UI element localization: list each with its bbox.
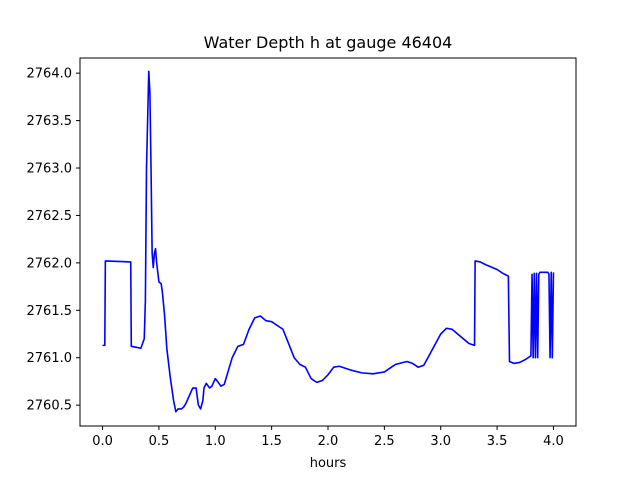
y-tick-label: 2762.5 [27,209,73,224]
x-tick-label: 2.5 [374,434,395,449]
x-tick-label: 4.0 [543,434,564,449]
series-line-0 [102,70,555,413]
axes-frame [79,57,577,427]
y-tick-label: 2763.0 [27,162,73,177]
y-tick-label: 2761.5 [27,304,73,319]
x-tick-label: 3.0 [430,434,451,449]
plot-area [102,70,555,413]
y-tick-label: 2763.5 [27,114,73,129]
x-tick-label: 3.5 [487,434,508,449]
x-tick-label: 1.5 [261,434,282,449]
y-tick-label: 2764.0 [27,67,73,82]
y-tick-label: 2762.0 [27,256,73,271]
y-tick-label: 2761.0 [27,351,73,366]
x-tick-label: 1.0 [205,434,226,449]
x-tick-label: 2.0 [318,434,339,449]
x-tick-label: 0.0 [92,434,113,449]
y-tick-label: 2760.5 [27,399,73,414]
x-axis-ticks: 0.0 0.5 1.0 1.5 2.0 2.5 3.0 3.5 4.0 [92,426,564,449]
chart-title: Water Depth h at gauge 46404 [204,33,453,52]
y-axis-ticks: 2760.5 2761.0 2761.5 2762.0 2762.5 2763.0 2763… [27,67,80,414]
x-axis-label: hours [310,456,347,471]
x-tick-label: 0.5 [149,434,170,449]
